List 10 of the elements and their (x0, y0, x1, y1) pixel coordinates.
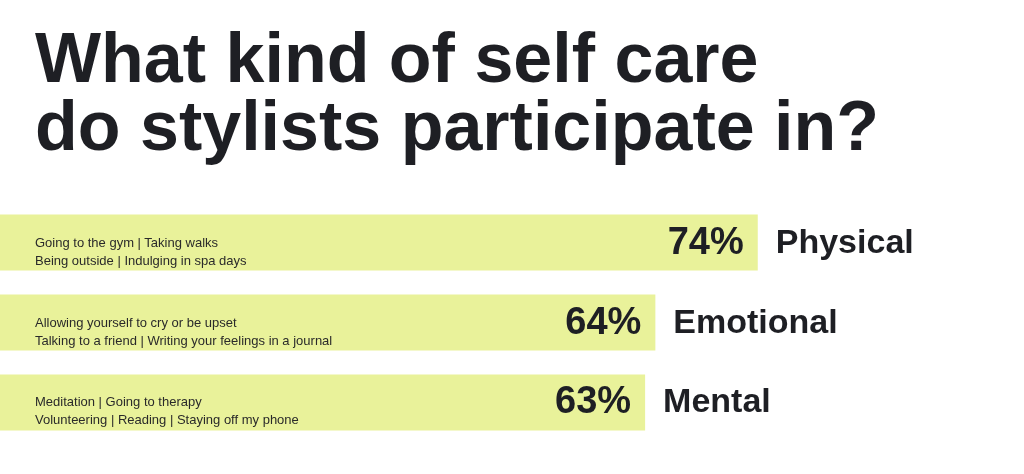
annotation: Going to the gym | Taking walks Being outside | Indulging in spa days (35, 234, 248, 268)
data-label: 63% (555, 379, 632, 422)
chart-title: What kind of self care do stylists participate in? (35, 19, 880, 165)
annotation: Allowing yourself to cry or be upset Talking to a friend | Writing your feelings in a journal (35, 314, 333, 348)
y-tick-label: Physical (775, 221, 914, 260)
y-tick-label: Mental (663, 381, 771, 420)
data-label: 64% (565, 299, 642, 342)
annotation: Meditation | Going to therapy Volunteering | Reading | Staying off my phone (35, 394, 299, 428)
y-tick-label: Emotional (673, 301, 838, 340)
data-label: 74% (667, 219, 744, 262)
